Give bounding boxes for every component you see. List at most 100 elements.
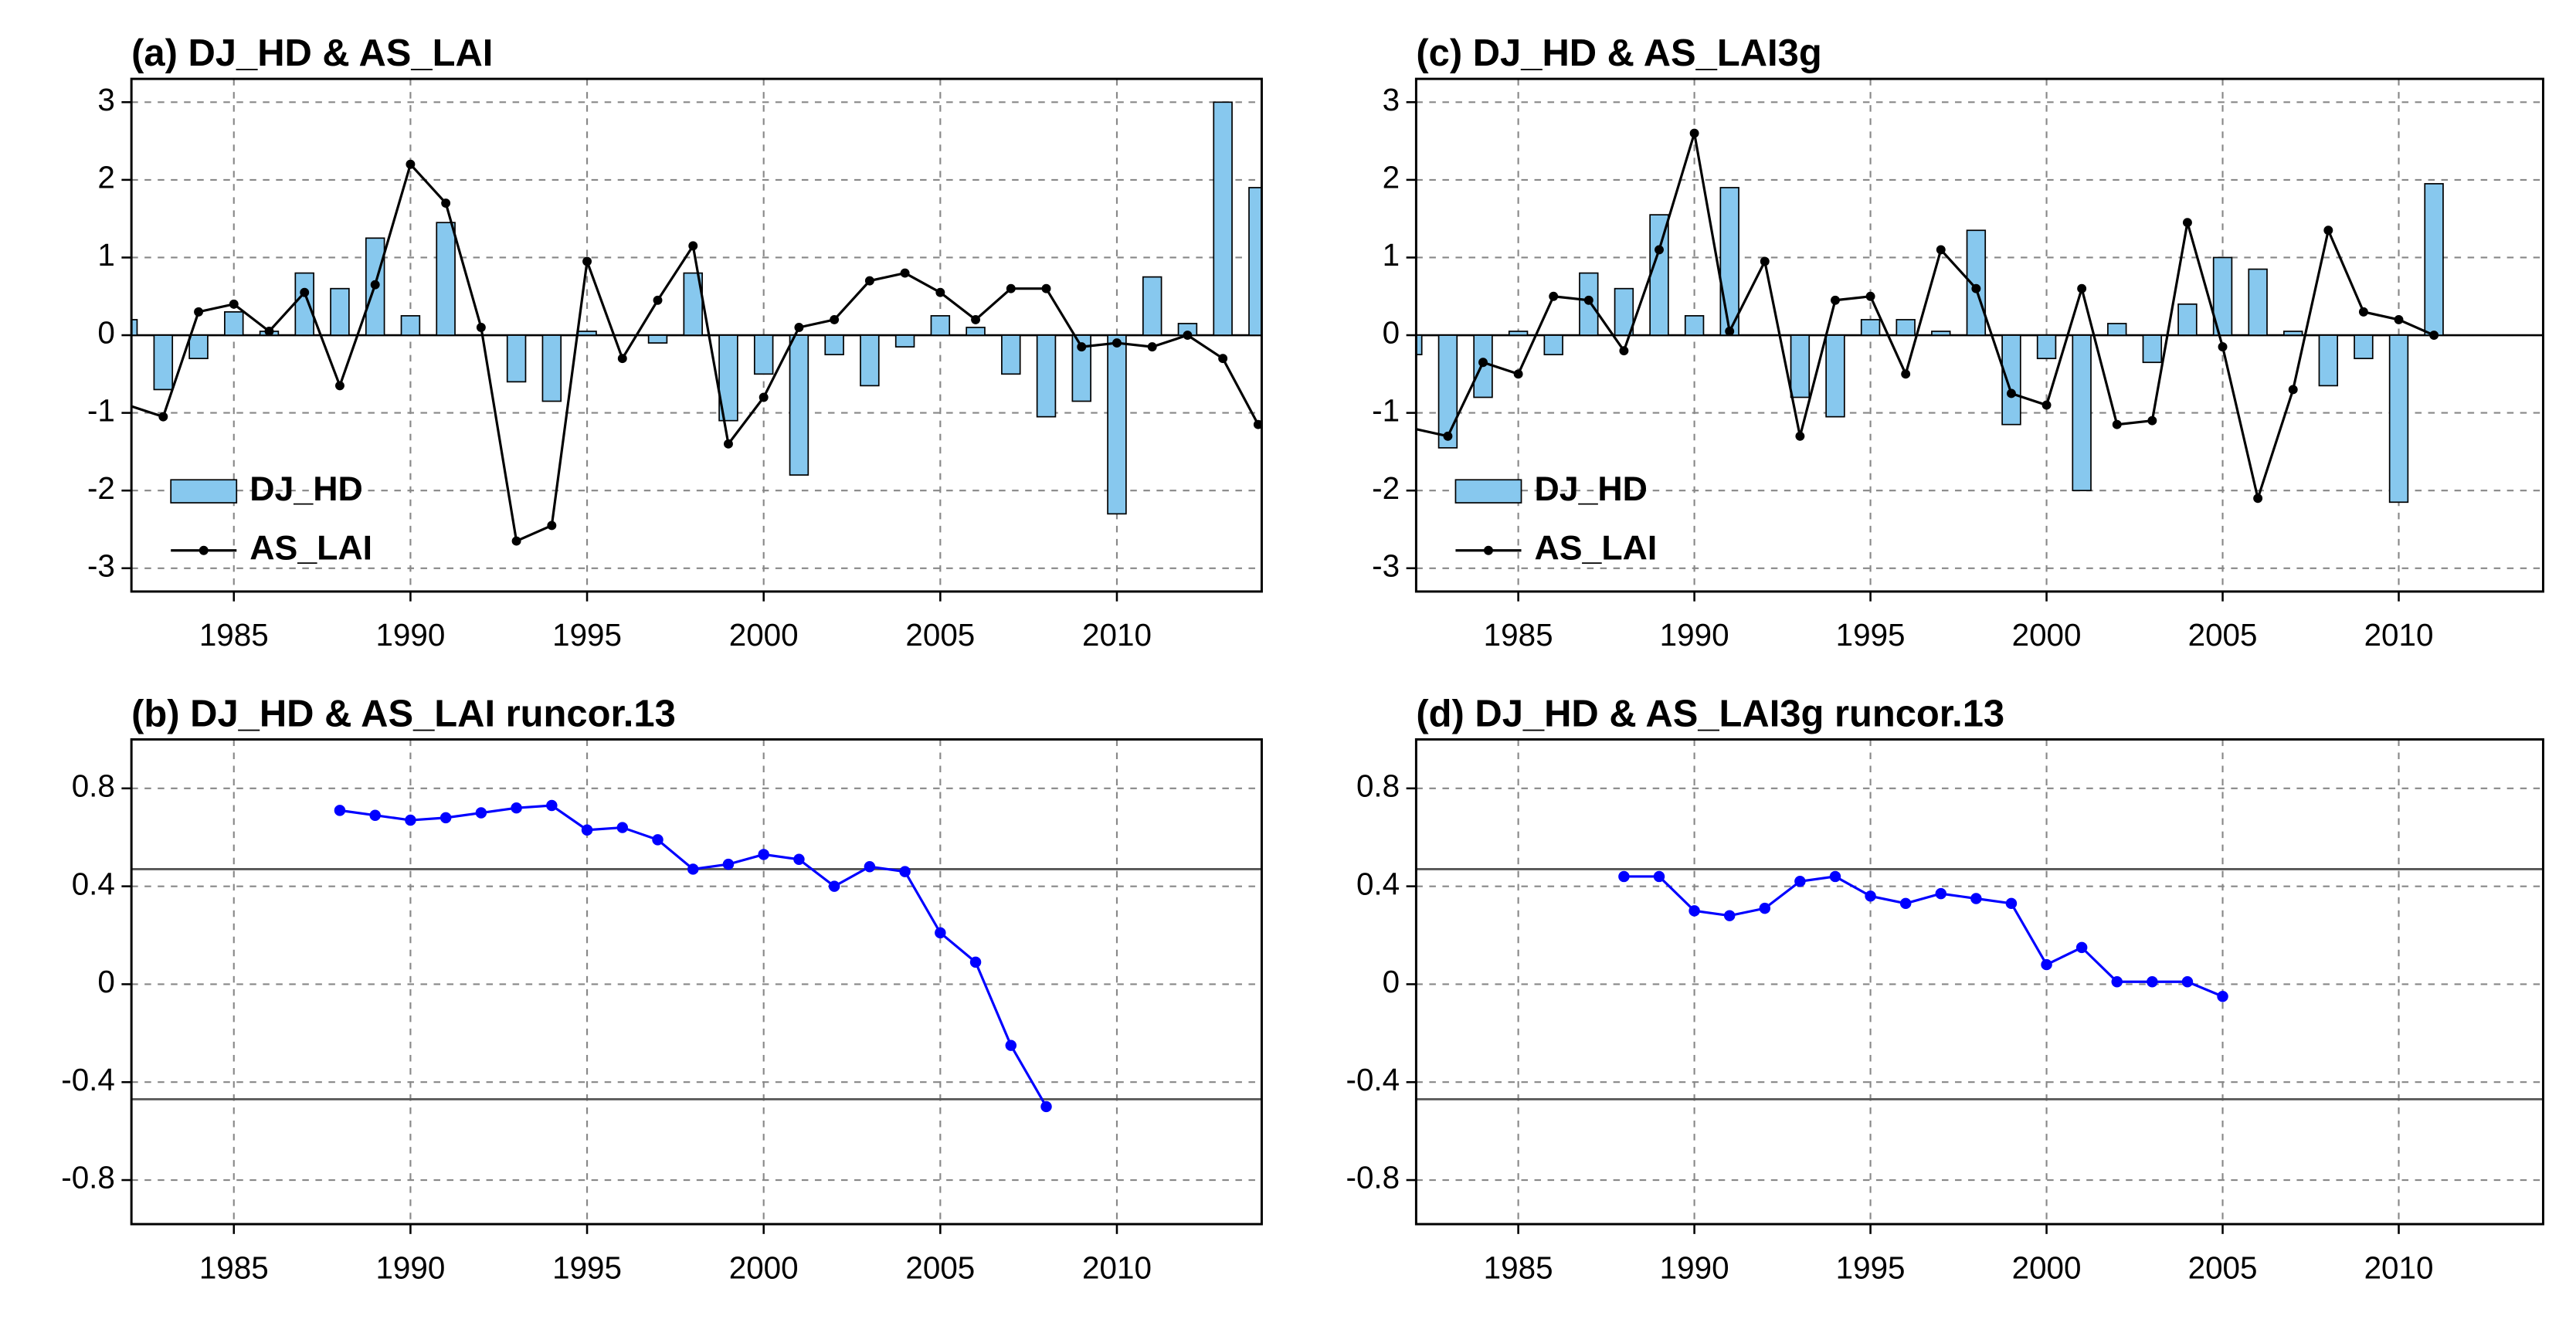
bar bbox=[2283, 331, 2303, 336]
point bbox=[1443, 431, 1453, 441]
x-tick-label: 1990 bbox=[1660, 617, 1729, 653]
bar bbox=[1684, 315, 1705, 336]
bar bbox=[2142, 334, 2163, 364]
bar bbox=[966, 327, 986, 336]
legend-label: DJ_HD bbox=[249, 470, 362, 508]
point bbox=[1513, 369, 1523, 379]
point bbox=[2288, 385, 2298, 395]
point bbox=[1478, 358, 1488, 368]
y-tick-label: -3 bbox=[87, 548, 115, 583]
bar bbox=[1825, 334, 1845, 418]
bar bbox=[1614, 287, 1634, 336]
y-tick-label: -2 bbox=[1372, 470, 1400, 506]
bar bbox=[153, 334, 174, 391]
point bbox=[264, 327, 274, 336]
bar bbox=[1437, 334, 1458, 449]
bar bbox=[718, 334, 738, 422]
y-tick-label: -1 bbox=[1372, 392, 1400, 428]
point bbox=[688, 241, 698, 251]
x-tick-label: 1995 bbox=[552, 1250, 622, 1285]
point bbox=[1688, 905, 1700, 917]
point bbox=[2147, 415, 2157, 426]
point bbox=[1829, 870, 1841, 883]
x-tick-label: 2000 bbox=[729, 1250, 799, 1285]
point bbox=[581, 824, 593, 836]
y-tick-label: 0.4 bbox=[72, 866, 115, 901]
bar bbox=[1896, 319, 1916, 336]
point bbox=[935, 287, 945, 297]
bar bbox=[224, 311, 244, 336]
point bbox=[1583, 295, 1593, 305]
point bbox=[1759, 902, 1771, 914]
y-tick-label: 3 bbox=[97, 82, 114, 117]
x-tick-label: 2010 bbox=[2364, 617, 2434, 653]
x-tick-label: 1985 bbox=[1484, 617, 1553, 653]
x-tick-label: 2010 bbox=[1082, 617, 1152, 653]
x-tick-label: 2010 bbox=[2364, 1250, 2434, 1285]
legend-swatch bbox=[1454, 479, 1522, 504]
point bbox=[2007, 388, 2016, 398]
bar bbox=[2248, 268, 2268, 336]
bar bbox=[2107, 323, 2127, 336]
point bbox=[2111, 976, 2123, 988]
point bbox=[2429, 331, 2439, 340]
y-tick-label: 0.8 bbox=[72, 768, 115, 804]
panel-title: (a) DJ_HD & AS_LAI bbox=[131, 32, 493, 74]
point bbox=[1795, 431, 1805, 441]
point bbox=[899, 866, 911, 877]
point bbox=[652, 834, 664, 846]
point bbox=[158, 412, 168, 422]
y-tick-label: 3 bbox=[1383, 82, 1400, 117]
x-tick-label: 1995 bbox=[552, 617, 622, 653]
x-tick-label: 2000 bbox=[729, 617, 799, 653]
point bbox=[971, 314, 981, 324]
point bbox=[1077, 342, 1087, 352]
x-tick-label: 2000 bbox=[2012, 1250, 2082, 1285]
bar bbox=[577, 331, 597, 336]
bar bbox=[2072, 334, 2092, 492]
point bbox=[440, 812, 452, 824]
point bbox=[2005, 897, 2018, 910]
point bbox=[1655, 245, 1664, 255]
bar bbox=[2424, 183, 2444, 336]
point bbox=[1689, 128, 1699, 138]
x-tick-label: 1985 bbox=[1484, 1250, 1553, 1285]
panel: (d) DJ_HD & AS_LAI3g runcor.13 -0.8 -0.4 0 0… bbox=[1346, 693, 2544, 1285]
point bbox=[2112, 419, 2122, 429]
point bbox=[2323, 226, 2333, 236]
x-tick-label: 2000 bbox=[2012, 617, 2082, 653]
point bbox=[616, 822, 629, 833]
point bbox=[1936, 245, 1946, 255]
point bbox=[229, 299, 239, 309]
point bbox=[2041, 958, 2052, 971]
bar bbox=[789, 334, 809, 476]
plot-area bbox=[334, 799, 1052, 1113]
y-tick-label: 0 bbox=[97, 315, 114, 351]
plot-area bbox=[131, 101, 1262, 546]
point bbox=[969, 956, 982, 968]
point bbox=[1618, 870, 1630, 883]
x-tick-label: 2010 bbox=[1082, 1250, 1152, 1285]
point bbox=[722, 858, 735, 870]
bar bbox=[506, 334, 527, 383]
point bbox=[2218, 342, 2228, 352]
point bbox=[1147, 342, 1157, 352]
point bbox=[2394, 314, 2404, 324]
point bbox=[547, 521, 557, 531]
point bbox=[1831, 295, 1840, 305]
point bbox=[405, 814, 416, 826]
point bbox=[830, 314, 840, 324]
y-tick-label: -0.4 bbox=[1346, 1062, 1400, 1097]
point bbox=[1006, 283, 1016, 293]
point bbox=[2147, 976, 2158, 988]
point bbox=[2182, 218, 2192, 228]
y-tick-label: -2 bbox=[87, 470, 115, 506]
bar bbox=[1649, 214, 1669, 336]
y-tick-label: 0.8 bbox=[1356, 768, 1400, 804]
bar bbox=[1142, 276, 1162, 336]
point bbox=[1041, 283, 1051, 293]
plot-frame bbox=[130, 738, 1263, 1226]
point bbox=[724, 439, 733, 449]
x-tick-label: 2005 bbox=[2188, 1250, 2258, 1285]
point bbox=[1183, 331, 1193, 340]
